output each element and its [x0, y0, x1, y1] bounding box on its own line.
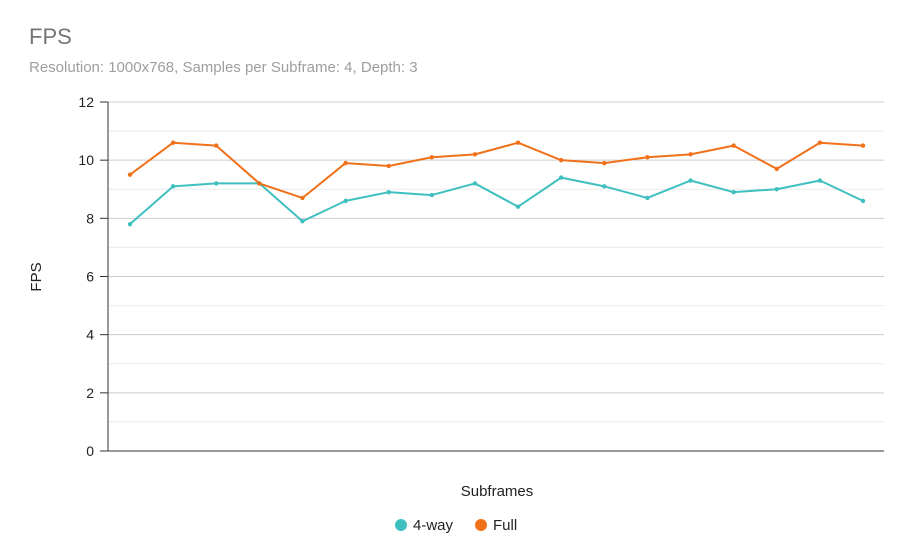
- data-point[interactable]: [386, 163, 391, 169]
- data-point[interactable]: [558, 175, 564, 180]
- chart-subtitle: Resolution: 1000x768, Samples per Subfra…: [29, 59, 418, 76]
- data-point[interactable]: [127, 172, 133, 177]
- y-axis-title: FPS: [28, 262, 45, 291]
- data-point[interactable]: [472, 181, 478, 186]
- data-point[interactable]: [170, 184, 176, 189]
- axes: [100, 101, 884, 452]
- y-tick-label: 12: [78, 94, 94, 110]
- data-point[interactable]: [386, 189, 391, 195]
- series-line: [129, 141, 864, 199]
- y-tick-label: 6: [86, 269, 94, 285]
- legend-item[interactable]: Full: [475, 517, 517, 534]
- data-point[interactable]: [300, 195, 305, 201]
- y-tick-label: 10: [78, 152, 94, 168]
- legend-swatch: [395, 519, 407, 531]
- legend: 4-way Full: [395, 517, 517, 534]
- data-point[interactable]: [214, 181, 219, 186]
- data-point[interactable]: [515, 140, 521, 145]
- data-point[interactable]: [429, 192, 435, 198]
- y-tick-label: 0: [86, 443, 94, 459]
- data-point[interactable]: [472, 152, 478, 157]
- data-point[interactable]: [860, 198, 866, 204]
- data-point[interactable]: [645, 195, 650, 201]
- data-point[interactable]: [860, 143, 866, 148]
- y-tick-label: 8: [86, 210, 94, 226]
- data-point[interactable]: [214, 143, 219, 148]
- series-lines: [127, 140, 866, 227]
- data-point[interactable]: [170, 140, 176, 145]
- series-4-way: [127, 175, 866, 227]
- data-point[interactable]: [343, 198, 348, 204]
- series-full: [127, 140, 866, 201]
- data-point[interactable]: [343, 160, 348, 166]
- y-tick-label: 4: [86, 327, 94, 343]
- data-point[interactable]: [429, 155, 435, 160]
- data-point[interactable]: [817, 140, 823, 145]
- chart-title: FPS: [29, 24, 72, 49]
- data-point[interactable]: [817, 178, 823, 183]
- y-tick-labels: 0 2 4 6 8 10 12: [78, 94, 94, 459]
- data-point[interactable]: [645, 155, 650, 160]
- legend-label: 4-way: [413, 517, 454, 534]
- data-point[interactable]: [731, 143, 736, 148]
- legend-swatch: [475, 519, 487, 531]
- series-line: [129, 176, 864, 225]
- data-point[interactable]: [774, 166, 779, 172]
- legend-item[interactable]: 4-way: [395, 517, 454, 534]
- data-point[interactable]: [300, 219, 305, 224]
- x-axis-title: Subframes: [461, 483, 534, 500]
- data-point[interactable]: [774, 187, 779, 192]
- data-point[interactable]: [602, 184, 607, 189]
- data-point[interactable]: [688, 152, 693, 157]
- legend-label: Full: [493, 517, 517, 534]
- data-point[interactable]: [257, 181, 262, 186]
- gridlines: [108, 101, 884, 423]
- data-point[interactable]: [515, 204, 521, 209]
- data-point[interactable]: [688, 178, 693, 183]
- data-point[interactable]: [127, 221, 133, 227]
- data-point[interactable]: [558, 157, 564, 163]
- data-point[interactable]: [731, 189, 736, 195]
- y-tick-label: 2: [86, 385, 94, 401]
- data-point[interactable]: [602, 160, 607, 166]
